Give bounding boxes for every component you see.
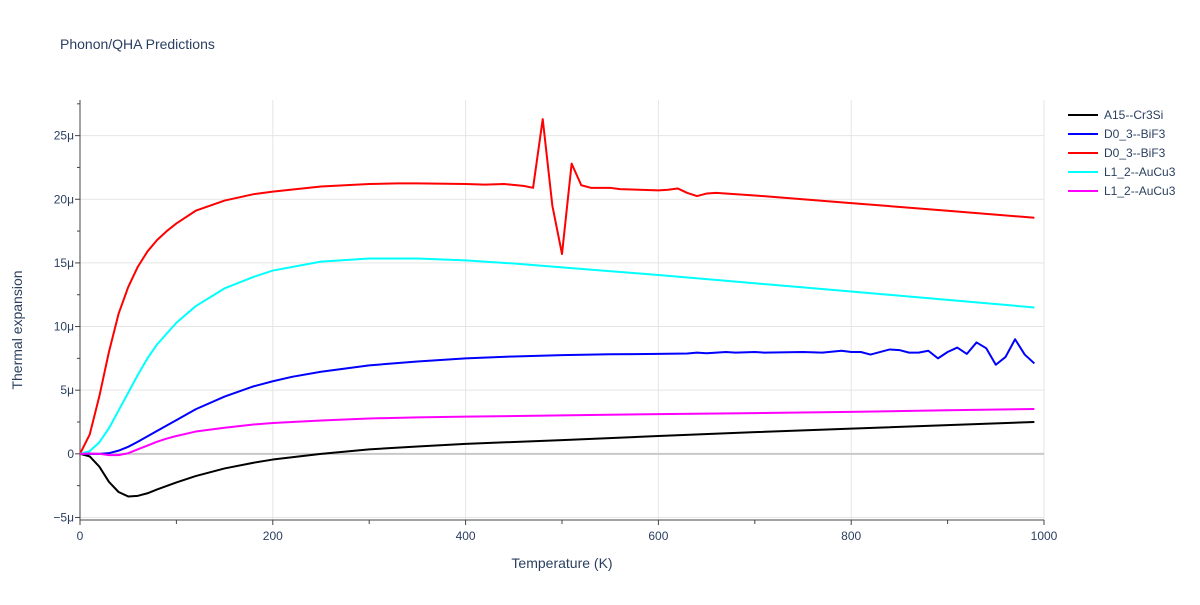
legend-label: D0_3--BiF3 <box>1104 145 1166 160</box>
legend: A15--Cr3Si D0_3--BiF3 D0_3--BiF3 L1_2--AuCu… <box>1068 105 1175 200</box>
legend-item[interactable]: D0_3--BiF3 <box>1068 143 1175 162</box>
y-tick-label: −5μ <box>53 510 74 524</box>
legend-label: A15--Cr3Si <box>1104 107 1164 122</box>
x-tick-label: 1000 <box>1031 529 1058 543</box>
x-tick-label: 600 <box>648 529 668 543</box>
x-tick-label: 400 <box>456 529 476 543</box>
series-line-3 <box>79 257 1035 455</box>
legend-swatch <box>1068 170 1098 173</box>
series-line-4 <box>79 408 1035 457</box>
legend-swatch <box>1068 132 1098 135</box>
y-tick-label: 0 <box>67 447 74 461</box>
legend-swatch <box>1068 189 1098 192</box>
y-tick-label: 25μ <box>54 129 74 143</box>
legend-item[interactable]: D0_3--BiF3 <box>1068 124 1175 143</box>
y-tick-label: 20μ <box>54 192 74 206</box>
series-line-2 <box>79 118 1035 455</box>
series-line-0 <box>79 421 1035 498</box>
series-line-1 <box>80 338 1036 455</box>
legend-item[interactable]: L1_2--AuCu3 <box>1068 162 1175 181</box>
x-tick-label: 800 <box>841 529 861 543</box>
y-tick-label: 15μ <box>54 256 74 270</box>
legend-label: L1_2--AuCu3 <box>1104 164 1176 179</box>
x-tick-label: 0 <box>77 529 84 543</box>
y-axis-title: Thermal expansion <box>9 270 25 389</box>
y-tick-label: 10μ <box>54 320 74 334</box>
legend-swatch <box>1068 151 1098 154</box>
legend-item[interactable]: A15--Cr3Si <box>1068 105 1175 124</box>
legend-label: L1_2--AuCu3 <box>1104 183 1176 198</box>
legend-item[interactable]: L1_2--AuCu3 <box>1068 181 1175 200</box>
legend-swatch <box>1068 113 1098 116</box>
x-tick-label: 200 <box>263 529 283 543</box>
y-tick-label: 5μ <box>60 383 74 397</box>
chart-title: Phonon/QHA Predictions <box>60 36 215 52</box>
x-axis-title: Temperature (K) <box>511 555 612 571</box>
legend-label: D0_3--BiF3 <box>1104 126 1166 141</box>
